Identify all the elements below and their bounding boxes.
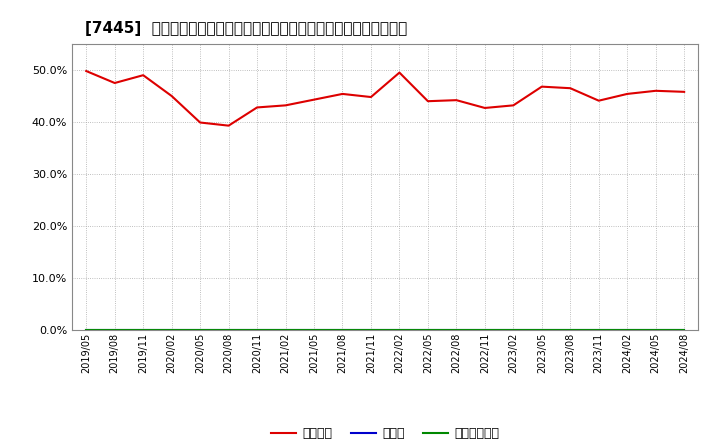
のれん xyxy=(395,327,404,333)
のれん xyxy=(680,327,688,333)
繰延税金資産 xyxy=(310,327,318,333)
繰延税金資産 xyxy=(82,327,91,333)
のれん xyxy=(310,327,318,333)
繰延税金資産 xyxy=(395,327,404,333)
繰延税金資産 xyxy=(282,327,290,333)
繰延税金資産 xyxy=(595,327,603,333)
のれん xyxy=(196,327,204,333)
のれん xyxy=(110,327,119,333)
のれん xyxy=(82,327,91,333)
自己資本 xyxy=(82,68,91,73)
のれん xyxy=(338,327,347,333)
自己資本 xyxy=(110,81,119,86)
のれん xyxy=(537,327,546,333)
繰延税金資産 xyxy=(366,327,375,333)
繰延税金資産 xyxy=(139,327,148,333)
繰延税金資産 xyxy=(480,327,489,333)
のれん xyxy=(282,327,290,333)
自己資本 xyxy=(282,103,290,108)
繰延税金資産 xyxy=(167,327,176,333)
のれん xyxy=(652,327,660,333)
自己資本 xyxy=(509,103,518,108)
のれん xyxy=(139,327,148,333)
繰延税金資産 xyxy=(253,327,261,333)
自己資本 xyxy=(680,89,688,95)
自己資本 xyxy=(225,123,233,128)
のれん xyxy=(623,327,631,333)
繰延税金資産 xyxy=(537,327,546,333)
自己資本 xyxy=(167,93,176,99)
のれん xyxy=(509,327,518,333)
Line: 自己資本: 自己資本 xyxy=(86,71,684,126)
自己資本 xyxy=(338,91,347,96)
自己資本 xyxy=(566,85,575,91)
自己資本 xyxy=(395,70,404,75)
繰延税金資産 xyxy=(423,327,432,333)
のれん xyxy=(253,327,261,333)
自己資本 xyxy=(139,73,148,78)
Legend: 自己資本, のれん, 繰延税金資産: 自己資本, のれん, 繰延税金資産 xyxy=(266,422,505,440)
繰延税金資産 xyxy=(652,327,660,333)
自己資本 xyxy=(196,120,204,125)
繰延税金資産 xyxy=(566,327,575,333)
のれん xyxy=(423,327,432,333)
のれん xyxy=(452,327,461,333)
のれん xyxy=(480,327,489,333)
Text: [7445]  自己資本、のれん、繰延税金資産の総資産に対する比率の推移: [7445] 自己資本、のれん、繰延税金資産の総資産に対する比率の推移 xyxy=(84,21,407,36)
自己資本 xyxy=(537,84,546,89)
自己資本 xyxy=(652,88,660,93)
繰延税金資産 xyxy=(452,327,461,333)
自己資本 xyxy=(423,99,432,104)
自己資本 xyxy=(366,95,375,100)
繰延税金資産 xyxy=(225,327,233,333)
自己資本 xyxy=(623,91,631,96)
繰延税金資産 xyxy=(509,327,518,333)
のれん xyxy=(595,327,603,333)
繰延税金資産 xyxy=(680,327,688,333)
繰延税金資産 xyxy=(110,327,119,333)
のれん xyxy=(167,327,176,333)
自己資本 xyxy=(595,98,603,103)
のれん xyxy=(225,327,233,333)
のれん xyxy=(366,327,375,333)
繰延税金資産 xyxy=(196,327,204,333)
繰延税金資産 xyxy=(623,327,631,333)
自己資本 xyxy=(452,98,461,103)
自己資本 xyxy=(310,97,318,102)
自己資本 xyxy=(253,105,261,110)
のれん xyxy=(566,327,575,333)
自己資本 xyxy=(480,105,489,110)
繰延税金資産 xyxy=(338,327,347,333)
